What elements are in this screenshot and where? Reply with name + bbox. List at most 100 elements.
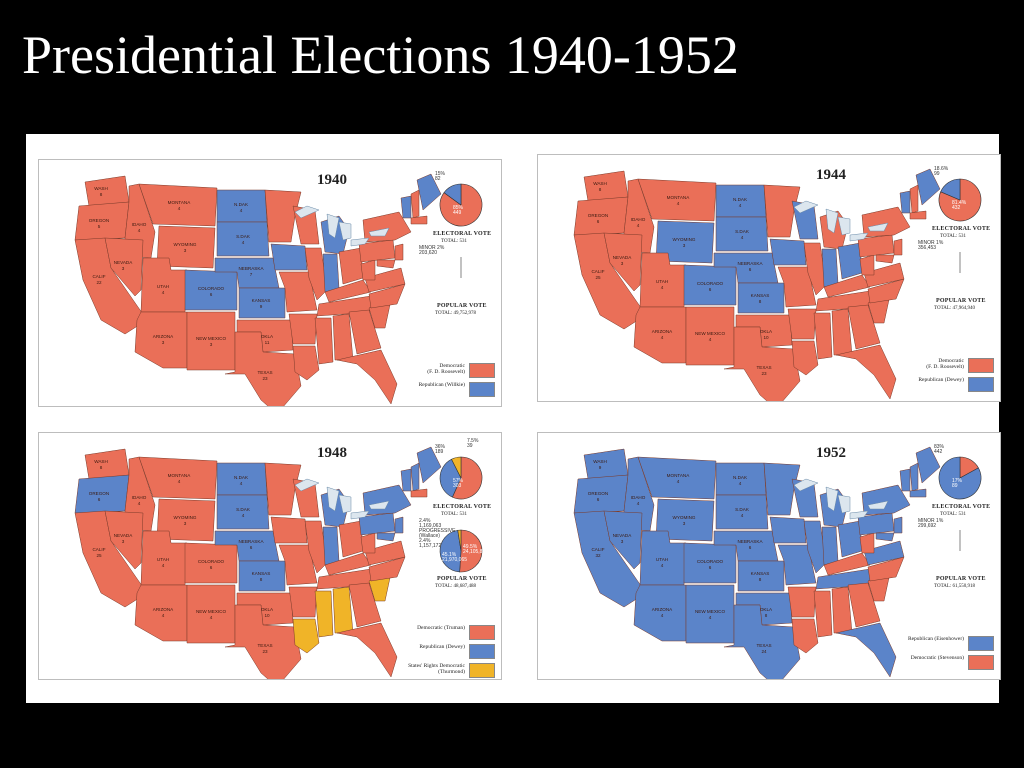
legend-label: Republican (Dewey) <box>918 377 964 383</box>
popular-vote-total: TOTAL: 47,964,940 <box>934 306 976 311</box>
electoral-rep-value: 83% 442 <box>934 444 945 455</box>
state-ohio <box>338 520 364 558</box>
state-iowa <box>270 516 308 544</box>
state-label-colorado: COLORADO <box>198 286 225 291</box>
state-ev-n-dak: 4 <box>739 203 742 208</box>
popular-minor-value: 2.4% 1,169,063 <box>419 518 442 529</box>
map-panel-1952: WASH 9 OREGON 6 CALIF 32 IDAHO 4 NEVADA 3 MONTANA 4… <box>537 432 1001 680</box>
state-n-j <box>394 516 404 534</box>
state-ev-wash: 8 <box>599 187 602 192</box>
state-wyoming <box>156 498 216 542</box>
electoral-dem-value: 17% 89 <box>952 478 963 489</box>
electoral-pie-1948-slice-minor <box>451 456 462 479</box>
state-ev-s-dak: 4 <box>741 235 744 240</box>
state-la <box>791 618 819 654</box>
state-ev-kansas: 8 <box>759 299 762 304</box>
state-n-j <box>893 516 903 534</box>
state-ga <box>348 582 382 628</box>
legend-swatch <box>968 358 994 373</box>
state-label-colorado: COLORADO <box>697 281 724 286</box>
state-minn <box>763 462 801 516</box>
state-ky <box>823 274 871 298</box>
state-ev-montana: 4 <box>178 206 181 211</box>
state-ev-nevada: 3 <box>621 539 624 544</box>
state-ev-montana: 4 <box>677 201 680 206</box>
popular-minor-value: MINOR 1% 299,692 <box>918 518 944 529</box>
state-kansas <box>737 560 785 592</box>
state-ev-okla: 11 <box>265 340 270 345</box>
state-wyoming <box>655 498 715 542</box>
electoral-vote-title: Electoral Vote <box>932 504 991 510</box>
state-ark <box>288 586 318 618</box>
state-label-montana: MONTANA <box>667 473 691 478</box>
state-ev-arizona: 4 <box>661 613 664 618</box>
state-iowa <box>769 516 807 544</box>
legend-label: Democratic (Truman) <box>417 625 465 631</box>
state-label-new-mexico: NEW MEXICO <box>196 609 227 614</box>
state-label-s-dak: S.DAK <box>735 229 750 234</box>
year-label: 1944 <box>816 167 846 183</box>
state-ev-new-mexico: 3 <box>210 342 213 347</box>
state-kansas <box>737 282 785 314</box>
popular-minor-value: MINOR 2% 203,620 <box>419 245 445 256</box>
state-ga <box>847 304 881 350</box>
state-label-utah: UTAH <box>157 557 169 562</box>
year-label: 1948 <box>317 445 347 461</box>
state-mo <box>278 544 318 586</box>
state-ev-idaho: 4 <box>138 501 141 506</box>
state-ky <box>324 279 372 303</box>
state-wash <box>84 448 130 480</box>
state-ind <box>821 526 839 566</box>
state-n-j <box>394 243 404 261</box>
state-label-okla: OKLA <box>261 334 274 339</box>
state-ark <box>787 308 817 340</box>
state-label-calif: CALIF <box>591 269 604 274</box>
state-texas <box>723 604 801 679</box>
state-mo <box>777 544 817 586</box>
state-iowa <box>270 243 308 271</box>
state-ev-oregon: 6 <box>597 497 600 502</box>
state-w-va <box>859 532 875 554</box>
state-label-arizona: ARIZONA <box>153 607 174 612</box>
popular-rep-value: 45% 22,305,198 <box>442 279 468 290</box>
electoral-vote-total: TOTAL: 531 <box>441 512 468 517</box>
state-label-oregon: OREGON <box>588 491 608 496</box>
state-new-mexico <box>186 311 236 371</box>
state-ohio <box>837 242 863 280</box>
legend-label: Republican (Willkie) <box>418 382 465 388</box>
legend-row: Republican (Dewey) <box>339 644 495 659</box>
state-label-wash: WASH <box>593 181 607 186</box>
state-mass <box>410 488 428 498</box>
map-panel-1948: WASH 8 OREGON 6 CALIF 25 IDAHO 4 NEVADA 3 MONTANA 4… <box>38 432 502 680</box>
legend-label: Democratic (F. D. Roosevelt) <box>427 363 465 375</box>
state-ev-calif: 32 <box>595 553 601 558</box>
state-label-nebraska: NEBRASKA <box>238 266 264 271</box>
state-label-kansas: KANSAS <box>252 571 271 576</box>
state-label-wyoming: WYOMING <box>174 242 197 247</box>
state-ind <box>322 526 340 566</box>
electoral-minor-value: 7.5% 39 <box>467 438 479 449</box>
electoral-pie-1948-slice-dem <box>452 456 483 500</box>
electoral-dem-value: 57% 303 <box>453 478 464 489</box>
state-miss <box>813 312 833 360</box>
state-miss <box>314 317 334 365</box>
state-ark <box>787 586 817 618</box>
state-ev-s-dak: 4 <box>242 240 245 245</box>
great-lake-0 <box>294 478 320 492</box>
popular-vote-total: TOTAL: 49,752,978 <box>435 311 477 316</box>
state-ev-new-mexico: 4 <box>210 615 213 620</box>
state-label-montana: MONTANA <box>168 473 192 478</box>
state-ill <box>803 520 827 574</box>
state-wash <box>583 170 629 202</box>
great-lake-3 <box>849 232 869 242</box>
state-label-nebraska: NEBRASKA <box>737 261 763 266</box>
state-label-kansas: KANSAS <box>252 298 271 303</box>
legend-row: Democratic (F. D. Roosevelt) <box>339 363 495 378</box>
state-ev-utah: 4 <box>162 563 165 568</box>
state-maine <box>915 446 941 484</box>
state-label-idaho: IDAHO <box>132 222 147 227</box>
state-va <box>364 267 406 293</box>
state-ev-kansas: 8 <box>260 577 263 582</box>
legend-row: Democratic (F. D. Roosevelt) <box>838 358 994 373</box>
popular-dem-value: 44% 27,314,992 <box>962 544 988 555</box>
